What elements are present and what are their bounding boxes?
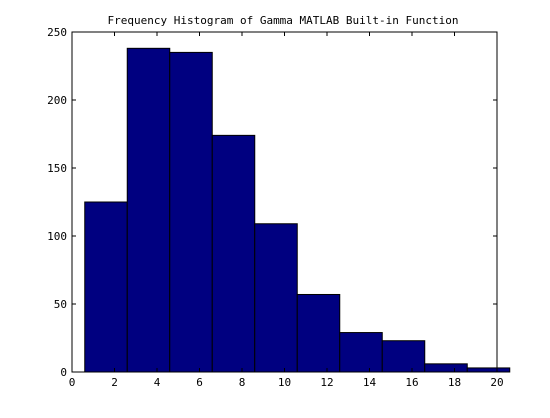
histogram-bar xyxy=(211,134,256,373)
x-tick-label: 8 xyxy=(239,376,246,389)
y-tick-label: 100 xyxy=(47,230,67,243)
y-axis: 0 50 100 150 200 250 xyxy=(47,26,497,379)
x-tick-label: 6 xyxy=(196,376,203,389)
y-tick-label: 0 xyxy=(60,366,67,379)
x-tick-label: 18 xyxy=(448,376,461,389)
chart-title: Frequency Histogram of Gamma MATLAB Buil… xyxy=(108,14,459,27)
x-tick-label: 14 xyxy=(363,376,377,389)
histogram-bar xyxy=(339,332,383,373)
y-tick-label: 250 xyxy=(47,26,67,39)
x-tick-label: 20 xyxy=(490,376,503,389)
histogram-bar xyxy=(84,201,128,373)
histogram-bar xyxy=(381,340,426,373)
x-tick-label: 12 xyxy=(320,376,333,389)
histogram-bar xyxy=(126,47,171,373)
histogram-bar xyxy=(169,51,213,373)
x-axis: 0 2 4 6 8 10 12 14 16 18 20 xyxy=(69,32,504,389)
y-tick-label: 200 xyxy=(47,94,67,107)
histogram-bar xyxy=(296,293,341,373)
bars-group xyxy=(84,47,511,373)
x-tick-label: 4 xyxy=(154,376,161,389)
y-tick-label: 50 xyxy=(54,298,67,311)
y-tick-label: 150 xyxy=(47,162,67,175)
x-tick-label: 0 xyxy=(69,376,76,389)
x-tick-label: 16 xyxy=(405,376,418,389)
x-tick-label: 10 xyxy=(278,376,291,389)
histogram-bar xyxy=(424,363,468,373)
histogram-bar xyxy=(254,223,298,373)
x-tick-label: 2 xyxy=(111,376,118,389)
histogram-bar xyxy=(466,367,511,373)
